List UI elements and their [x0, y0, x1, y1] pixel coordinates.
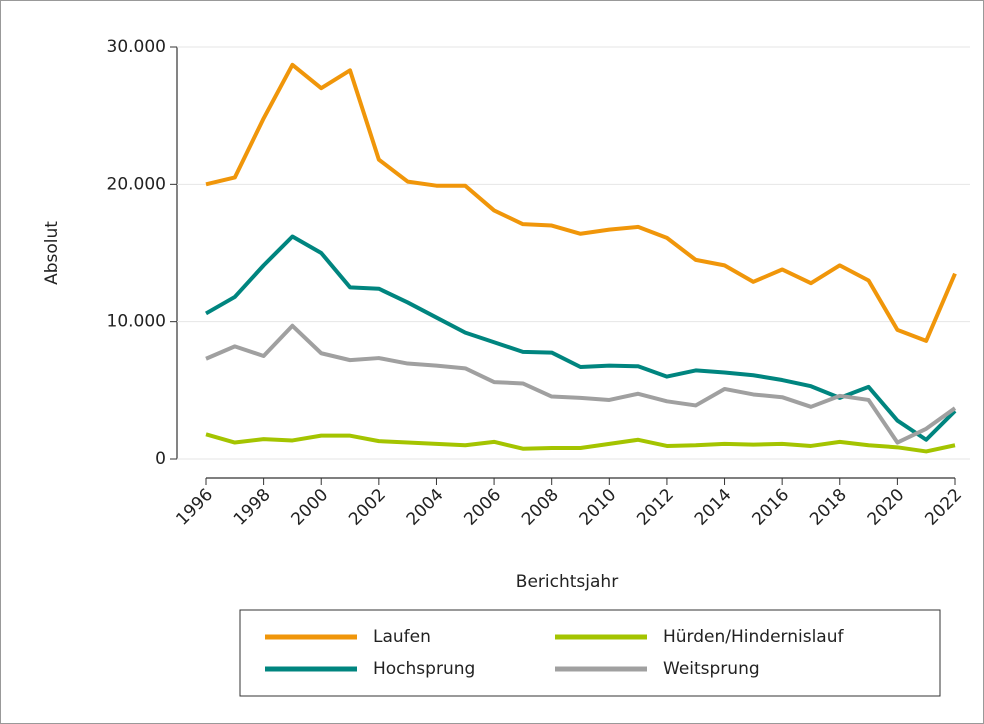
y-tick-label: 20.000	[107, 174, 166, 194]
legend-label: Hochsprung	[373, 659, 475, 679]
y-tick-label: 0	[155, 449, 166, 469]
y-axis-title: Absolut	[42, 221, 62, 285]
legend-box	[239, 609, 941, 697]
series-line	[205, 323, 957, 445]
series-line	[205, 234, 957, 442]
legend-label: Laufen	[373, 627, 431, 647]
series-line	[205, 62, 957, 343]
x-axis-title: Berichtsjahr	[516, 572, 618, 592]
y-tick-label: 10.000	[107, 312, 166, 332]
series-line	[205, 432, 956, 454]
legend-label: Hürden/Hindernislauf	[663, 627, 844, 647]
y-tick-label: 30.000	[107, 37, 166, 57]
legend-label: Weitsprung	[663, 659, 760, 679]
